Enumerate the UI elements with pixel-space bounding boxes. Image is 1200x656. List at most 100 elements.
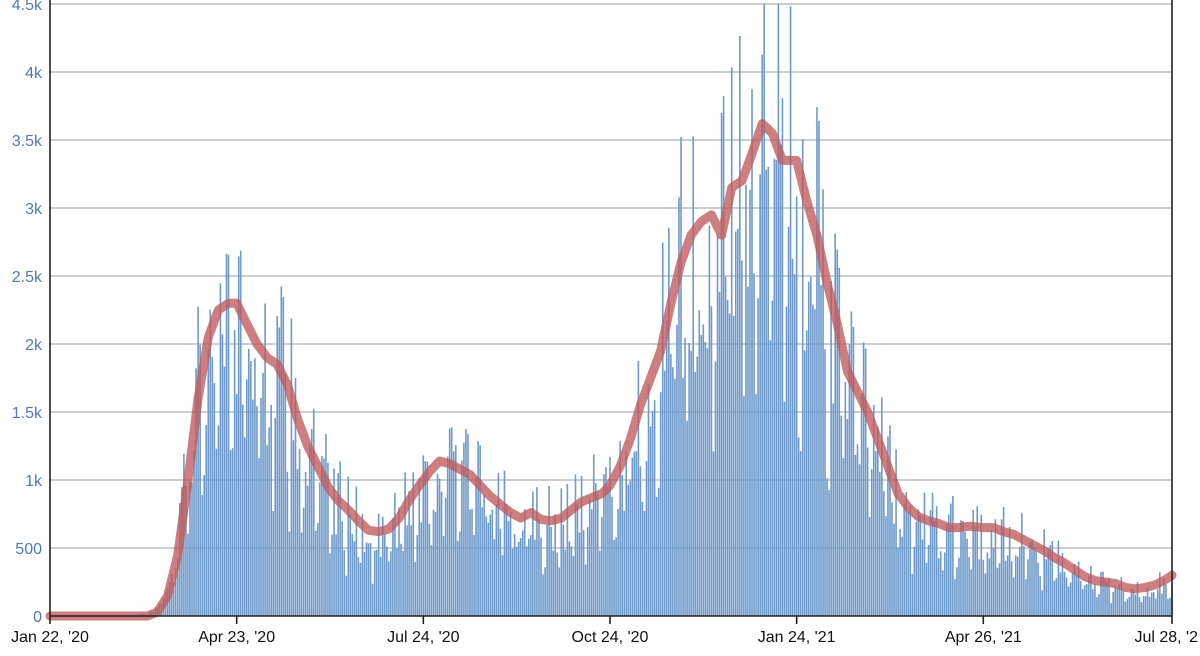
bar: [174, 568, 177, 616]
bar: [1014, 555, 1017, 616]
bar: [856, 444, 859, 616]
bar: [473, 534, 475, 616]
bar: [262, 372, 264, 616]
bar: [197, 306, 199, 616]
bar: [937, 558, 940, 616]
bar: [1104, 579, 1106, 616]
bar: [834, 233, 837, 617]
bar: [948, 514, 950, 616]
bar: [858, 464, 861, 616]
bar: [394, 492, 396, 616]
bar: [950, 503, 952, 616]
bar: [584, 564, 587, 616]
bar: [388, 561, 390, 616]
bar: [211, 356, 214, 616]
bar: [404, 472, 406, 616]
bar: [544, 567, 546, 616]
bar: [560, 488, 563, 616]
bar: [1067, 586, 1070, 616]
bar: [874, 450, 877, 616]
bar: [941, 570, 944, 616]
bar: [972, 509, 974, 616]
bar: [414, 561, 417, 616]
bar: [661, 242, 664, 616]
bar: [304, 471, 307, 616]
bar: [710, 306, 713, 616]
bar: [769, 340, 772, 616]
bar: [428, 523, 431, 616]
bar: [1012, 577, 1015, 616]
bar: [1075, 575, 1078, 616]
bar: [420, 522, 423, 616]
bar: [235, 394, 238, 616]
bar: [649, 426, 652, 616]
bar: [548, 486, 550, 616]
bar: [422, 455, 425, 616]
bar: [556, 552, 559, 616]
bar: [558, 567, 561, 616]
bar: [576, 502, 579, 616]
bar: [1163, 578, 1165, 616]
bar: [1167, 598, 1169, 616]
bar: [300, 532, 303, 616]
bar: [838, 267, 841, 616]
bar: [789, 6, 792, 616]
bar: [759, 174, 761, 616]
bar: [672, 367, 674, 616]
bar: [907, 511, 910, 616]
bar: [868, 517, 871, 616]
bar: [850, 311, 853, 616]
bar: [290, 318, 293, 616]
bar: [201, 495, 203, 616]
bar: [1108, 577, 1110, 616]
bar: [552, 550, 554, 616]
bar: [726, 299, 729, 616]
bar: [568, 541, 571, 616]
bar: [739, 36, 741, 616]
bar: [219, 283, 222, 616]
bar: [252, 399, 254, 616]
bar: [254, 358, 256, 616]
bar: [430, 545, 433, 616]
bar: [617, 509, 619, 616]
bar: [724, 276, 727, 616]
bar: [1010, 561, 1013, 616]
bar: [812, 304, 814, 616]
bar: [1165, 584, 1167, 616]
bar: [889, 425, 891, 616]
bar: [477, 440, 479, 616]
bar: [1023, 545, 1025, 616]
bar: [832, 403, 834, 616]
bar: [187, 533, 189, 616]
bar: [339, 461, 341, 616]
bar: [767, 166, 770, 616]
bar: [1098, 594, 1100, 616]
bar: [623, 510, 625, 616]
bar: [347, 476, 350, 616]
bar: [787, 226, 790, 617]
bar: [734, 231, 737, 616]
bar: [566, 483, 569, 616]
bar: [824, 349, 826, 616]
bar: [241, 404, 244, 616]
bar: [355, 486, 358, 616]
bar: [657, 487, 660, 616]
bar: [272, 511, 274, 616]
bar: [791, 258, 794, 616]
bar: [256, 406, 258, 616]
bar: [1124, 601, 1127, 616]
bar: [1106, 582, 1108, 616]
bar: [509, 511, 512, 616]
bar: [475, 477, 477, 616]
bar: [495, 504, 498, 616]
bar: [893, 523, 895, 616]
bar: [793, 274, 796, 616]
bar: [810, 276, 812, 616]
bar: [278, 327, 281, 616]
y-tick-label: 2.5k: [12, 269, 43, 286]
bar: [822, 189, 824, 616]
bar: [887, 436, 889, 616]
bar: [864, 348, 867, 616]
bar: [674, 378, 676, 616]
bar: [465, 428, 467, 616]
